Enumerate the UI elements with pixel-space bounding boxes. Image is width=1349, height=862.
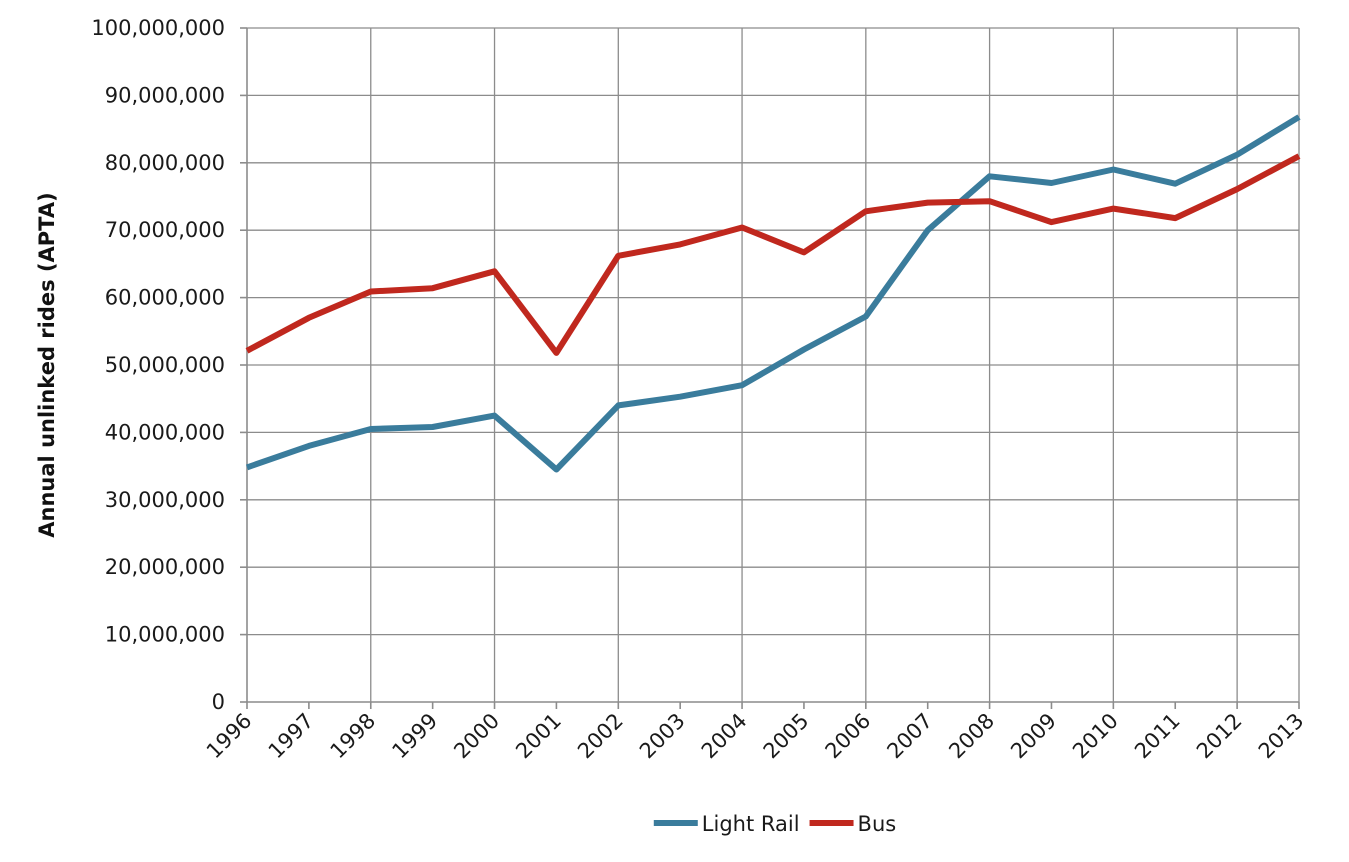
- y-tick-label: 20,000,000: [105, 555, 225, 579]
- series-line-light-rail: [246, 114, 1301, 473]
- x-tick-label: 2010: [1068, 709, 1123, 764]
- legend-label: Light Rail: [702, 812, 800, 836]
- x-tick-label: 1998: [326, 709, 381, 764]
- x-tick-label: 2009: [1006, 709, 1061, 764]
- y-tick-label: 60,000,000: [105, 286, 225, 310]
- legend-item: Light Rail: [653, 812, 800, 836]
- x-tick-label: 1999: [387, 709, 442, 764]
- x-tick-label: 1997: [264, 709, 319, 764]
- x-tick-label: 1996: [202, 709, 257, 764]
- x-tick-label: 2006: [821, 709, 876, 764]
- x-tick-label: 2003: [635, 709, 690, 764]
- y-tick-label: 0: [212, 690, 225, 714]
- x-tick-label: 2004: [697, 709, 752, 764]
- y-tick-label: 10,000,000: [105, 623, 225, 647]
- y-tick-label: 80,000,000: [105, 151, 225, 175]
- axes: [240, 27, 1300, 709]
- legend: Light Rail Bus: [653, 812, 897, 836]
- x-tick-label: 2013: [1254, 709, 1309, 764]
- y-tick-label: 70,000,000: [105, 218, 225, 242]
- x-tick-label: 2008: [944, 709, 999, 764]
- y-tick-label: 30,000,000: [105, 488, 225, 512]
- y-tick-label: 50,000,000: [105, 353, 225, 377]
- x-tick-label: 2007: [882, 709, 937, 764]
- x-tick-label: 2001: [511, 709, 566, 764]
- data-series: [245, 114, 1301, 473]
- tick-labels: 0 10,000,000 20,000,000 30,000,000 40,000,00…: [91, 16, 1308, 763]
- legend-label: Bus: [858, 812, 897, 836]
- y-tick-label: 40,000,000: [105, 420, 225, 444]
- x-tick-label: 2000: [449, 709, 504, 764]
- y-tick-label: 90,000,000: [105, 83, 225, 107]
- x-tick-label: 2012: [1192, 709, 1247, 764]
- series-line-bus: [245, 153, 1301, 356]
- legend-item: Bus: [809, 812, 897, 836]
- y-tick-label: 100,000,000: [91, 16, 225, 40]
- x-tick-label: 2002: [573, 709, 628, 764]
- x-tick-label: 2005: [759, 709, 814, 764]
- y-axis-title: Annual unlinked rides (APTA): [35, 192, 59, 537]
- x-tick-label: 2011: [1130, 709, 1185, 764]
